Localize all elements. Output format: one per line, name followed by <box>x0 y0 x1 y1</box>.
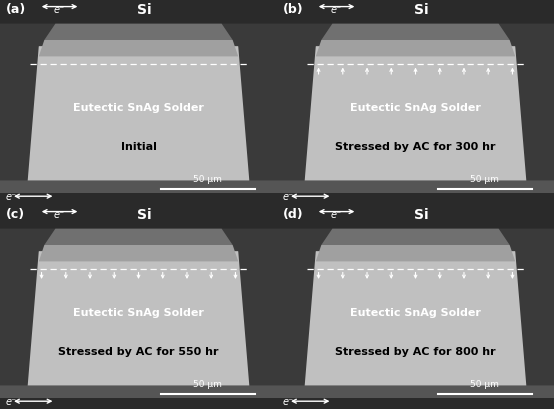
Polygon shape <box>305 47 526 181</box>
Text: e⁻: e⁻ <box>6 191 17 202</box>
Polygon shape <box>316 245 515 262</box>
Bar <box>0 0 277 25</box>
Polygon shape <box>0 25 55 47</box>
Text: 50 μm: 50 μm <box>470 175 499 184</box>
Polygon shape <box>238 252 277 385</box>
Polygon shape <box>277 47 316 181</box>
Polygon shape <box>222 25 277 47</box>
Text: (a): (a) <box>6 3 26 16</box>
Polygon shape <box>0 47 39 181</box>
Bar <box>0 385 277 409</box>
Text: 50 μm: 50 μm <box>193 175 222 184</box>
Text: (d): (d) <box>283 207 303 220</box>
Text: Eutectic SnAg Solder: Eutectic SnAg Solder <box>73 102 204 112</box>
Text: 50 μm: 50 μm <box>193 379 222 388</box>
Bar <box>0 193 277 204</box>
Bar <box>277 0 554 25</box>
Bar <box>277 385 554 409</box>
Polygon shape <box>44 229 233 245</box>
Text: Si: Si <box>137 3 151 17</box>
Polygon shape <box>499 25 554 47</box>
Text: Eutectic SnAg Solder: Eutectic SnAg Solder <box>73 307 204 317</box>
Text: e⁻: e⁻ <box>54 209 65 220</box>
Polygon shape <box>515 47 554 181</box>
Text: Stressed by AC for 550 hr: Stressed by AC for 550 hr <box>58 346 219 356</box>
Text: Si: Si <box>137 207 151 222</box>
Text: Stressed by AC for 300 hr: Stressed by AC for 300 hr <box>335 141 496 151</box>
Polygon shape <box>321 229 510 245</box>
Text: (b): (b) <box>283 3 303 16</box>
Bar <box>277 181 554 204</box>
Text: (c): (c) <box>6 207 25 220</box>
Bar <box>0 181 277 204</box>
Polygon shape <box>321 25 510 41</box>
Text: e⁻: e⁻ <box>331 5 342 15</box>
Text: e⁻: e⁻ <box>283 396 294 406</box>
Text: Stressed by AC for 800 hr: Stressed by AC for 800 hr <box>335 346 496 356</box>
Text: Eutectic SnAg Solder: Eutectic SnAg Solder <box>350 102 481 112</box>
Polygon shape <box>0 252 39 385</box>
Text: e⁻: e⁻ <box>331 209 342 220</box>
Text: Initial: Initial <box>121 141 156 151</box>
Bar <box>277 204 554 229</box>
Polygon shape <box>499 229 554 252</box>
Text: e⁻: e⁻ <box>54 5 65 15</box>
Polygon shape <box>277 25 332 47</box>
Polygon shape <box>0 229 55 252</box>
Polygon shape <box>39 41 238 57</box>
Text: Si: Si <box>414 3 428 17</box>
Polygon shape <box>238 47 277 181</box>
Polygon shape <box>277 229 332 252</box>
Text: 50 μm: 50 μm <box>470 379 499 388</box>
Polygon shape <box>277 252 316 385</box>
Polygon shape <box>515 252 554 385</box>
Polygon shape <box>305 252 526 385</box>
Polygon shape <box>39 245 238 262</box>
Polygon shape <box>28 47 249 181</box>
Bar <box>277 398 554 409</box>
Polygon shape <box>316 41 515 57</box>
Text: Eutectic SnAg Solder: Eutectic SnAg Solder <box>350 307 481 317</box>
Polygon shape <box>222 229 277 252</box>
Bar <box>0 204 277 229</box>
Bar <box>0 398 277 409</box>
Text: e⁻: e⁻ <box>6 396 17 406</box>
Text: Si: Si <box>414 207 428 222</box>
Text: e⁻: e⁻ <box>283 191 294 202</box>
Polygon shape <box>44 25 233 41</box>
Polygon shape <box>28 252 249 385</box>
Bar <box>277 193 554 204</box>
